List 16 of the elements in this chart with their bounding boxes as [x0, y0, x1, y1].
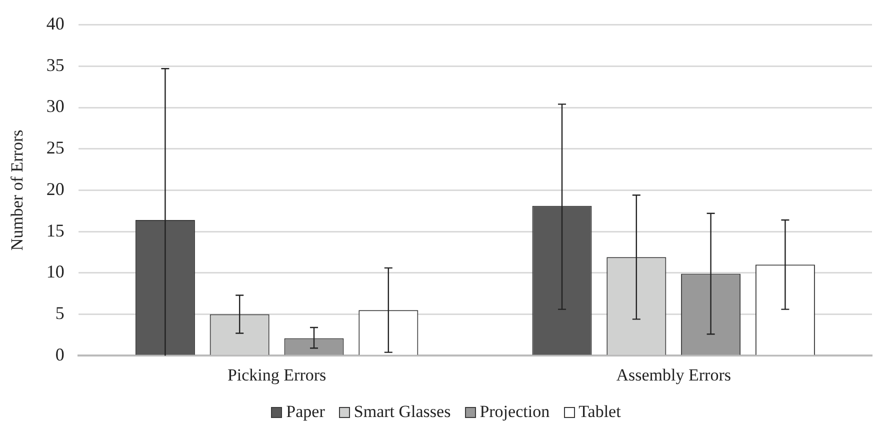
- y-tick-label: 20: [46, 178, 64, 199]
- y-tick-label: 25: [46, 138, 64, 158]
- legend-label: Tablet: [578, 402, 621, 422]
- y-tick-label: 15: [46, 220, 64, 240]
- y-tick-label: 30: [46, 96, 64, 116]
- x-tick-label: Picking Errors: [227, 365, 326, 384]
- y-tick-label: 0: [55, 344, 64, 364]
- x-tick-label: Assembly Errors: [616, 365, 731, 384]
- y-tick-label: 5: [55, 302, 64, 323]
- y-tick-label: 10: [46, 262, 64, 282]
- y-axis-title: Number of Errors: [8, 130, 27, 251]
- y-tick-label: 35: [46, 54, 64, 75]
- legend-label: Projection: [480, 402, 550, 422]
- y-tick-label: 40: [46, 14, 64, 34]
- legend-label: Smart Glasses: [354, 402, 451, 422]
- legend-label: Paper: [286, 402, 325, 422]
